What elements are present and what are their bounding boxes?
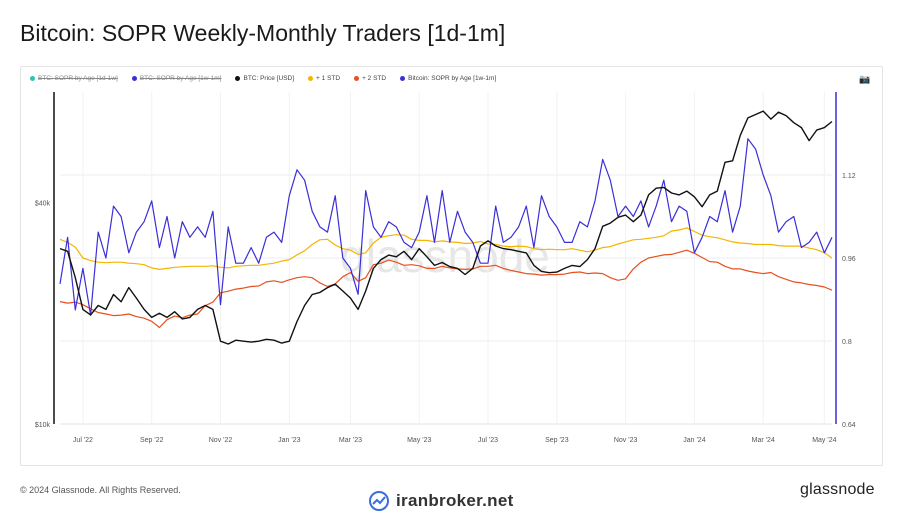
x-tick-label-7: Sep '23: [545, 437, 569, 444]
legend-item-sopr-1w-1m-hidden[interactable]: BTC: SOPR by Age [1w-1m]: [131, 73, 221, 83]
right-tick-label-2: 0.96: [842, 256, 856, 263]
x-tick-label-6: Jul '23: [478, 437, 498, 444]
legend-item-1std[interactable]: + 1 STD: [308, 73, 340, 83]
left-tick-label-0: $10k: [35, 422, 51, 429]
x-tick-label-11: May '24: [812, 437, 836, 444]
series-line-sopr-1w-1m: [59, 138, 833, 316]
legend-dot-icon: [400, 75, 406, 81]
x-tick-label-8: Nov '23: [614, 437, 638, 444]
legend-item-btc-price[interactable]: BTC: Price [USD]: [235, 73, 294, 83]
right-tick-label-1: 0.8: [842, 339, 852, 346]
partner-logo[interactable]: iranbroker.net: [368, 490, 514, 512]
x-tick-label-0: Jul '22: [73, 437, 93, 444]
x-tick-label-2: Nov '22: [209, 437, 233, 444]
partner-site: iranbroker.net: [396, 491, 514, 510]
copyright: © 2024 Glassnode. All Rights Reserved.: [20, 485, 181, 495]
right-tick-label-3: 1.12: [842, 173, 856, 180]
legend-dot-icon: [131, 75, 137, 81]
chart-panel: [20, 66, 883, 466]
chart-legend: BTC: SOPR by Age [1d-1w] BTC: SOPR by Ag…: [30, 73, 496, 83]
x-tick-label-1: Sep '22: [140, 437, 164, 444]
legend-item-sopr-1w-1m[interactable]: Bitcoin: SOPR by Age [1w-1m]: [400, 73, 496, 83]
x-tick-label-9: Jan '24: [683, 437, 705, 444]
legend-item-2std[interactable]: + 2 STD: [354, 73, 386, 83]
brand-logo: glassnode: [800, 481, 875, 498]
x-tick-label-4: Mar '23: [339, 437, 362, 444]
x-tick-label-3: Jan '23: [278, 437, 300, 444]
watermark: glassnode: [340, 230, 550, 282]
series-line-btc-price: [59, 110, 833, 345]
legend-dot-icon: [308, 75, 314, 81]
chart-growth-icon: [369, 491, 389, 511]
x-tick-label-10: Mar '24: [752, 437, 775, 444]
series-line-2std: [59, 249, 833, 329]
right-tick-label-0: 0.64: [842, 422, 856, 429]
page-title: Bitcoin: SOPR Weekly-Monthly Traders [1d…: [20, 20, 506, 46]
legend-dot-icon: [354, 75, 360, 81]
camera-icon[interactable]: 📷: [859, 74, 871, 84]
legend-dot-icon: [235, 75, 241, 81]
legend-dot-icon: [30, 75, 35, 81]
x-tick-label-5: May '23: [407, 437, 431, 444]
legend-item-sopr-1d-1w[interactable]: BTC: SOPR by Age [1d-1w]: [30, 73, 118, 83]
left-tick-label-1: $40k: [35, 201, 51, 208]
